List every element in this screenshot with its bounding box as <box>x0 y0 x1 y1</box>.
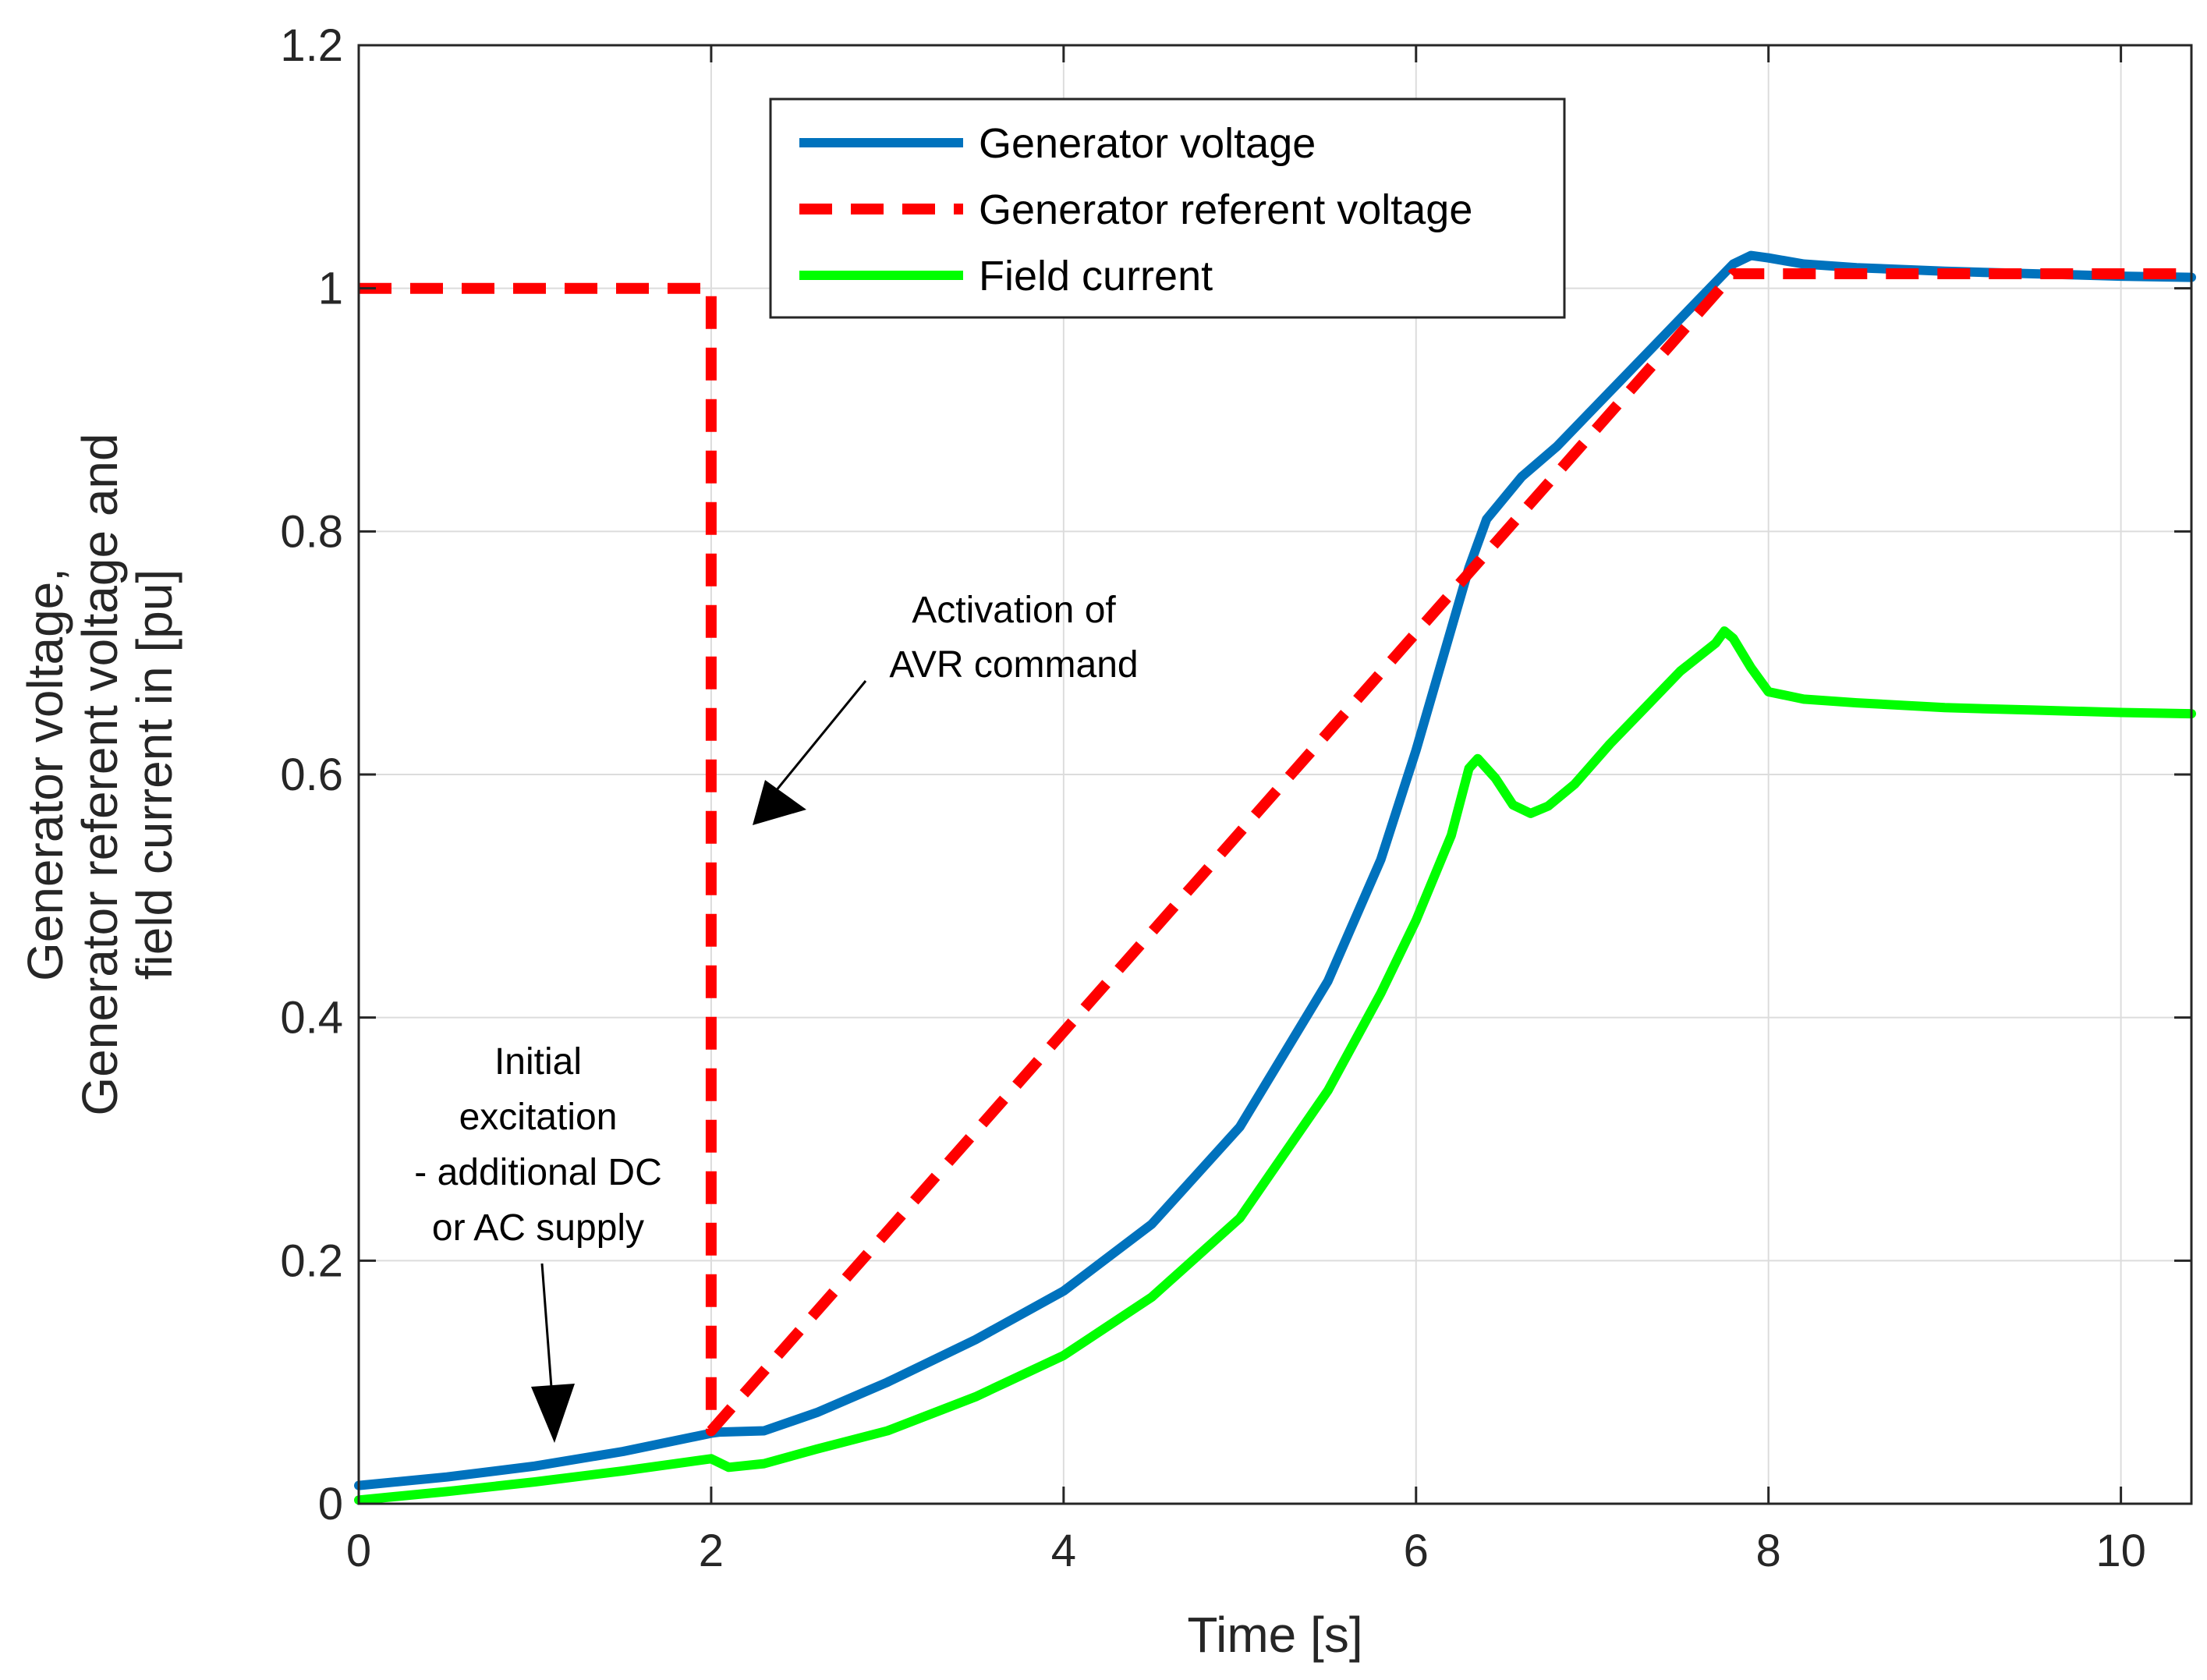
x-tick-label: 4 <box>1051 1526 1076 1576</box>
y-tick-label: 0 <box>318 1479 343 1529</box>
x-tick-label: 6 <box>1404 1526 1429 1576</box>
x-tick-label: 10 <box>2095 1526 2146 1576</box>
x-tick-label: 8 <box>1756 1526 1781 1576</box>
y-tick-label: 0.6 <box>280 750 343 800</box>
x-axis-label: Time [s] <box>1187 1607 1362 1663</box>
annotation-initial-arrow-line <box>540 1263 554 1398</box>
annotation-avr-line-2: AVR command <box>889 644 1138 686</box>
x-tick-label: 0 <box>346 1526 371 1576</box>
series-line-generator-voltage <box>354 250 2196 1490</box>
legend-label-field-current: Field current <box>979 253 1213 299</box>
annotation-avr-activation: Activation of AVR command <box>753 590 1139 825</box>
legend-label-generator-voltage: Generator voltage <box>979 120 1316 167</box>
y-axis-label-line-2: Generator referent voltage and <box>72 433 128 1115</box>
ticks: 0 2 4 6 8 10 0 0.2 0.4 0.6 0.8 1 1.2 <box>280 20 2191 1576</box>
annotation-initial-line-4: or AC supply <box>432 1207 644 1249</box>
y-tick-label: 0.8 <box>280 506 343 557</box>
annotation-initial-line-2: excitation <box>459 1097 618 1138</box>
series-group <box>354 250 2196 1505</box>
annotation-avr-arrow-head <box>753 780 806 825</box>
annotation-initial-excitation: Initial excitation - additional DC or AC… <box>414 1041 662 1443</box>
series-line-field-current <box>354 626 2196 1505</box>
y-tick-label: 0.2 <box>280 1235 343 1286</box>
annotation-initial-line-3: - additional DC <box>414 1152 661 1193</box>
y-axis-label: Generator voltage, Generator referent vo… <box>17 433 182 1115</box>
x-tick-label: 2 <box>699 1526 724 1576</box>
annotation-avr-line-1: Activation of <box>912 590 1116 631</box>
y-tick-label: 0.4 <box>280 993 343 1044</box>
annotation-avr-arrow-line <box>771 680 867 796</box>
annotation-initial-arrow-head <box>531 1384 575 1443</box>
legend-label-generator-referent-voltage: Generator referent voltage <box>979 186 1472 233</box>
series-line-generator-referent-voltage <box>359 268 2191 1437</box>
annotation-initial-line-1: Initial <box>494 1041 582 1083</box>
y-tick-label: 1 <box>318 264 343 314</box>
y-axis-label-line-3: field current in [pu] <box>126 569 182 980</box>
y-tick-label: 1.2 <box>280 20 343 71</box>
legend: Generator voltage Generator referent vol… <box>769 97 1566 319</box>
y-axis-label-line-1: Generator voltage, <box>17 568 73 981</box>
